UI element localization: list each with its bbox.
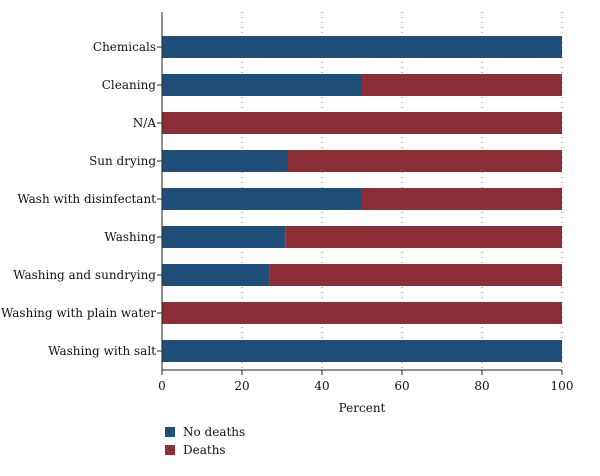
bar-no-deaths	[162, 188, 362, 210]
x-tick-label: 60	[394, 379, 409, 393]
bar-deaths	[269, 264, 562, 286]
category-labels: Chemicals Cleaning N/A Sun drying Wash with …	[1, 40, 156, 358]
category-label: Chemicals	[93, 40, 156, 54]
bar-deaths	[362, 74, 562, 96]
legend: No deaths Deaths	[165, 423, 245, 459]
x-axis-title: Percent	[339, 401, 386, 415]
bar-deaths	[162, 112, 562, 134]
stacked-bar-chart: Chemicals Cleaning N/A Sun drying Wash with …	[1, 12, 573, 415]
tick-labels: 0 20 40 60 80 100	[158, 379, 573, 393]
bar-deaths	[362, 188, 562, 210]
bar-no-deaths	[162, 150, 288, 172]
legend-label-deaths: Deaths	[183, 443, 226, 457]
category-label: Washing with salt	[48, 344, 156, 358]
bar-no-deaths	[162, 264, 270, 286]
bar-deaths	[288, 150, 562, 172]
category-label: Washing and sundrying	[13, 268, 156, 282]
legend-item-deaths: Deaths	[165, 441, 245, 459]
bar-deaths	[162, 302, 562, 324]
axes	[157, 12, 563, 375]
x-tick-label: 40	[314, 379, 329, 393]
legend-item-no-deaths: No deaths	[165, 423, 245, 441]
x-tick-label: 0	[158, 379, 166, 393]
category-label: Wash with disinfectant	[17, 192, 156, 206]
category-label: Washing with plain water	[1, 306, 156, 320]
legend-swatch-no-deaths	[165, 427, 175, 437]
category-label: Sun drying	[89, 154, 156, 168]
category-label: Washing	[104, 230, 156, 244]
category-label: Cleaning	[102, 78, 157, 92]
legend-swatch-deaths	[165, 445, 175, 455]
bar-no-deaths	[162, 340, 562, 362]
legend-label-no-deaths: No deaths	[183, 425, 246, 439]
x-tick-label: 80	[474, 379, 489, 393]
bar-deaths	[285, 226, 562, 248]
x-tick-label: 100	[551, 379, 574, 393]
bar-no-deaths	[162, 36, 562, 58]
x-tick-label: 20	[234, 379, 249, 393]
category-label: N/A	[133, 116, 157, 130]
bar-no-deaths	[162, 226, 286, 248]
bars	[162, 36, 562, 362]
bar-no-deaths	[162, 74, 362, 96]
